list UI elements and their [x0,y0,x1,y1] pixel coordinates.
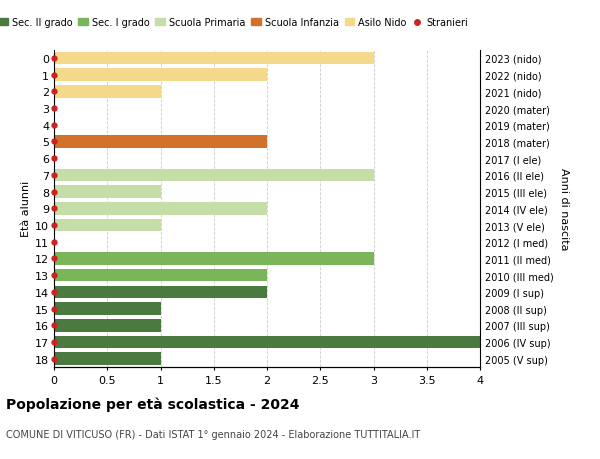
Bar [54,219,161,232]
Bar [54,53,373,65]
Legend: Sec. II grado, Sec. I grado, Scuola Primaria, Scuola Infanzia, Asilo Nido, Stran: Sec. II grado, Sec. I grado, Scuola Prim… [0,14,472,32]
Bar [54,302,161,315]
Bar [54,252,373,265]
Bar [54,186,161,198]
Y-axis label: Età alunni: Età alunni [21,181,31,237]
Bar [54,69,267,82]
Bar [54,136,267,148]
Bar [54,353,161,365]
Text: Popolazione per età scolastica - 2024: Popolazione per età scolastica - 2024 [6,397,299,412]
Bar [54,86,161,98]
Bar [54,319,161,332]
Bar [54,202,267,215]
Bar [54,286,267,298]
Bar [54,169,373,182]
Y-axis label: Anni di nascita: Anni di nascita [559,168,569,250]
Text: COMUNE DI VITICUSO (FR) - Dati ISTAT 1° gennaio 2024 - Elaborazione TUTTITALIA.I: COMUNE DI VITICUSO (FR) - Dati ISTAT 1° … [6,429,420,439]
Bar [54,336,480,348]
Bar [54,269,267,282]
